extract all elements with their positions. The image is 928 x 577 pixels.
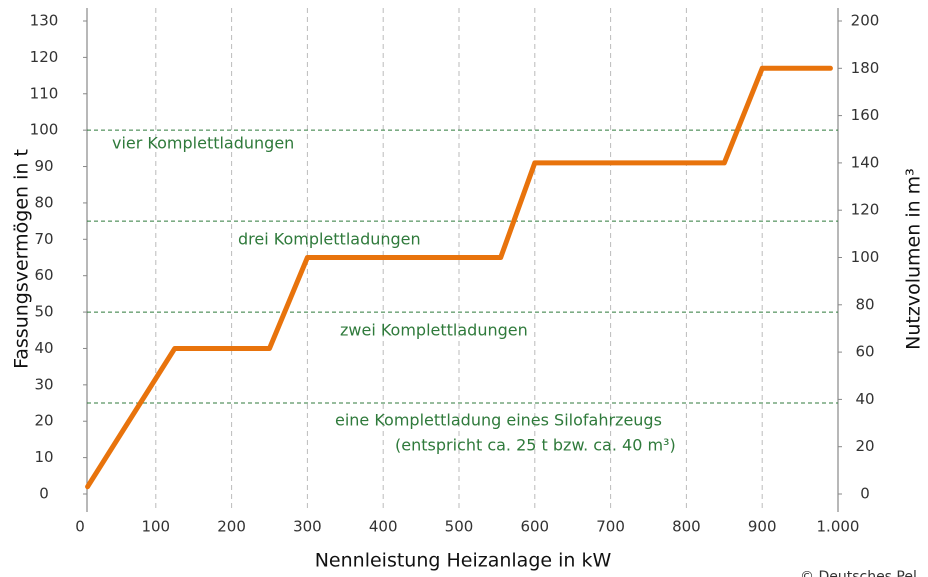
y2-axis-label: Nutzvolumen in m³ [903, 168, 925, 350]
annotation: zwei Komplettladungen [340, 321, 528, 340]
y-tick-label: 100 [30, 121, 59, 139]
y-axis-label: Fassungsvermögen in t [11, 149, 33, 369]
y-tick-label: 20 [34, 412, 53, 430]
x-tick-label: 100 [141, 518, 170, 536]
y2-tick-label: 140 [851, 153, 880, 171]
annotation: drei Komplettladungen [238, 230, 421, 249]
y-tick-label: 130 [30, 12, 59, 30]
y2-tick-label: 180 [851, 59, 880, 77]
x-tick-label: 1.000 [817, 518, 860, 536]
y-tick-label: 0 [39, 485, 49, 503]
data-line [85, 65, 833, 490]
x-tick-label: 0 [75, 518, 85, 536]
y-tick-label: 120 [30, 48, 59, 66]
x-tick-label: 600 [520, 518, 549, 536]
y2-tick-label: 200 [851, 12, 880, 30]
y2-tick-label: 0 [860, 485, 870, 503]
x-tick-label: 700 [596, 518, 625, 536]
y2-tick-label: 80 [855, 295, 874, 313]
y-tick-label: 110 [30, 84, 59, 102]
credit: © Deutsches Pel [800, 569, 917, 577]
y-tick-label: 50 [34, 303, 53, 321]
x-tick-label: 200 [217, 518, 246, 536]
y-tick-label: 70 [34, 230, 53, 248]
y-tick-label: 30 [34, 375, 53, 393]
x-tick-label: 900 [748, 518, 777, 536]
annotation: (entspricht ca. 25 t bzw. ca. 40 m³) [395, 436, 676, 455]
y2-tick-label: 60 [855, 343, 874, 361]
annotation: eine Komplettladung eines Silofahrzeugs [335, 411, 662, 430]
x-axis-label: Nennleistung Heizanlage in kW [315, 550, 612, 572]
x-tick-label: 800 [672, 518, 701, 536]
y-tick-label: 90 [34, 157, 53, 175]
y2-tick-label: 20 [855, 437, 874, 455]
y2-tick-label: 100 [851, 248, 880, 266]
x-tick-label: 500 [445, 518, 474, 536]
x-tick-label: 400 [369, 518, 398, 536]
y-tick-label: 80 [34, 193, 53, 211]
annotation: vier Komplettladungen [112, 134, 294, 153]
y2-tick-label: 160 [851, 106, 880, 124]
x-tick-label: 300 [293, 518, 322, 536]
y-tick-label: 10 [34, 448, 53, 466]
y-tick-label: 60 [34, 266, 53, 284]
y2-tick-label: 40 [855, 390, 874, 408]
y2-tick-label: 120 [851, 201, 880, 219]
y-tick-label: 40 [34, 339, 53, 357]
